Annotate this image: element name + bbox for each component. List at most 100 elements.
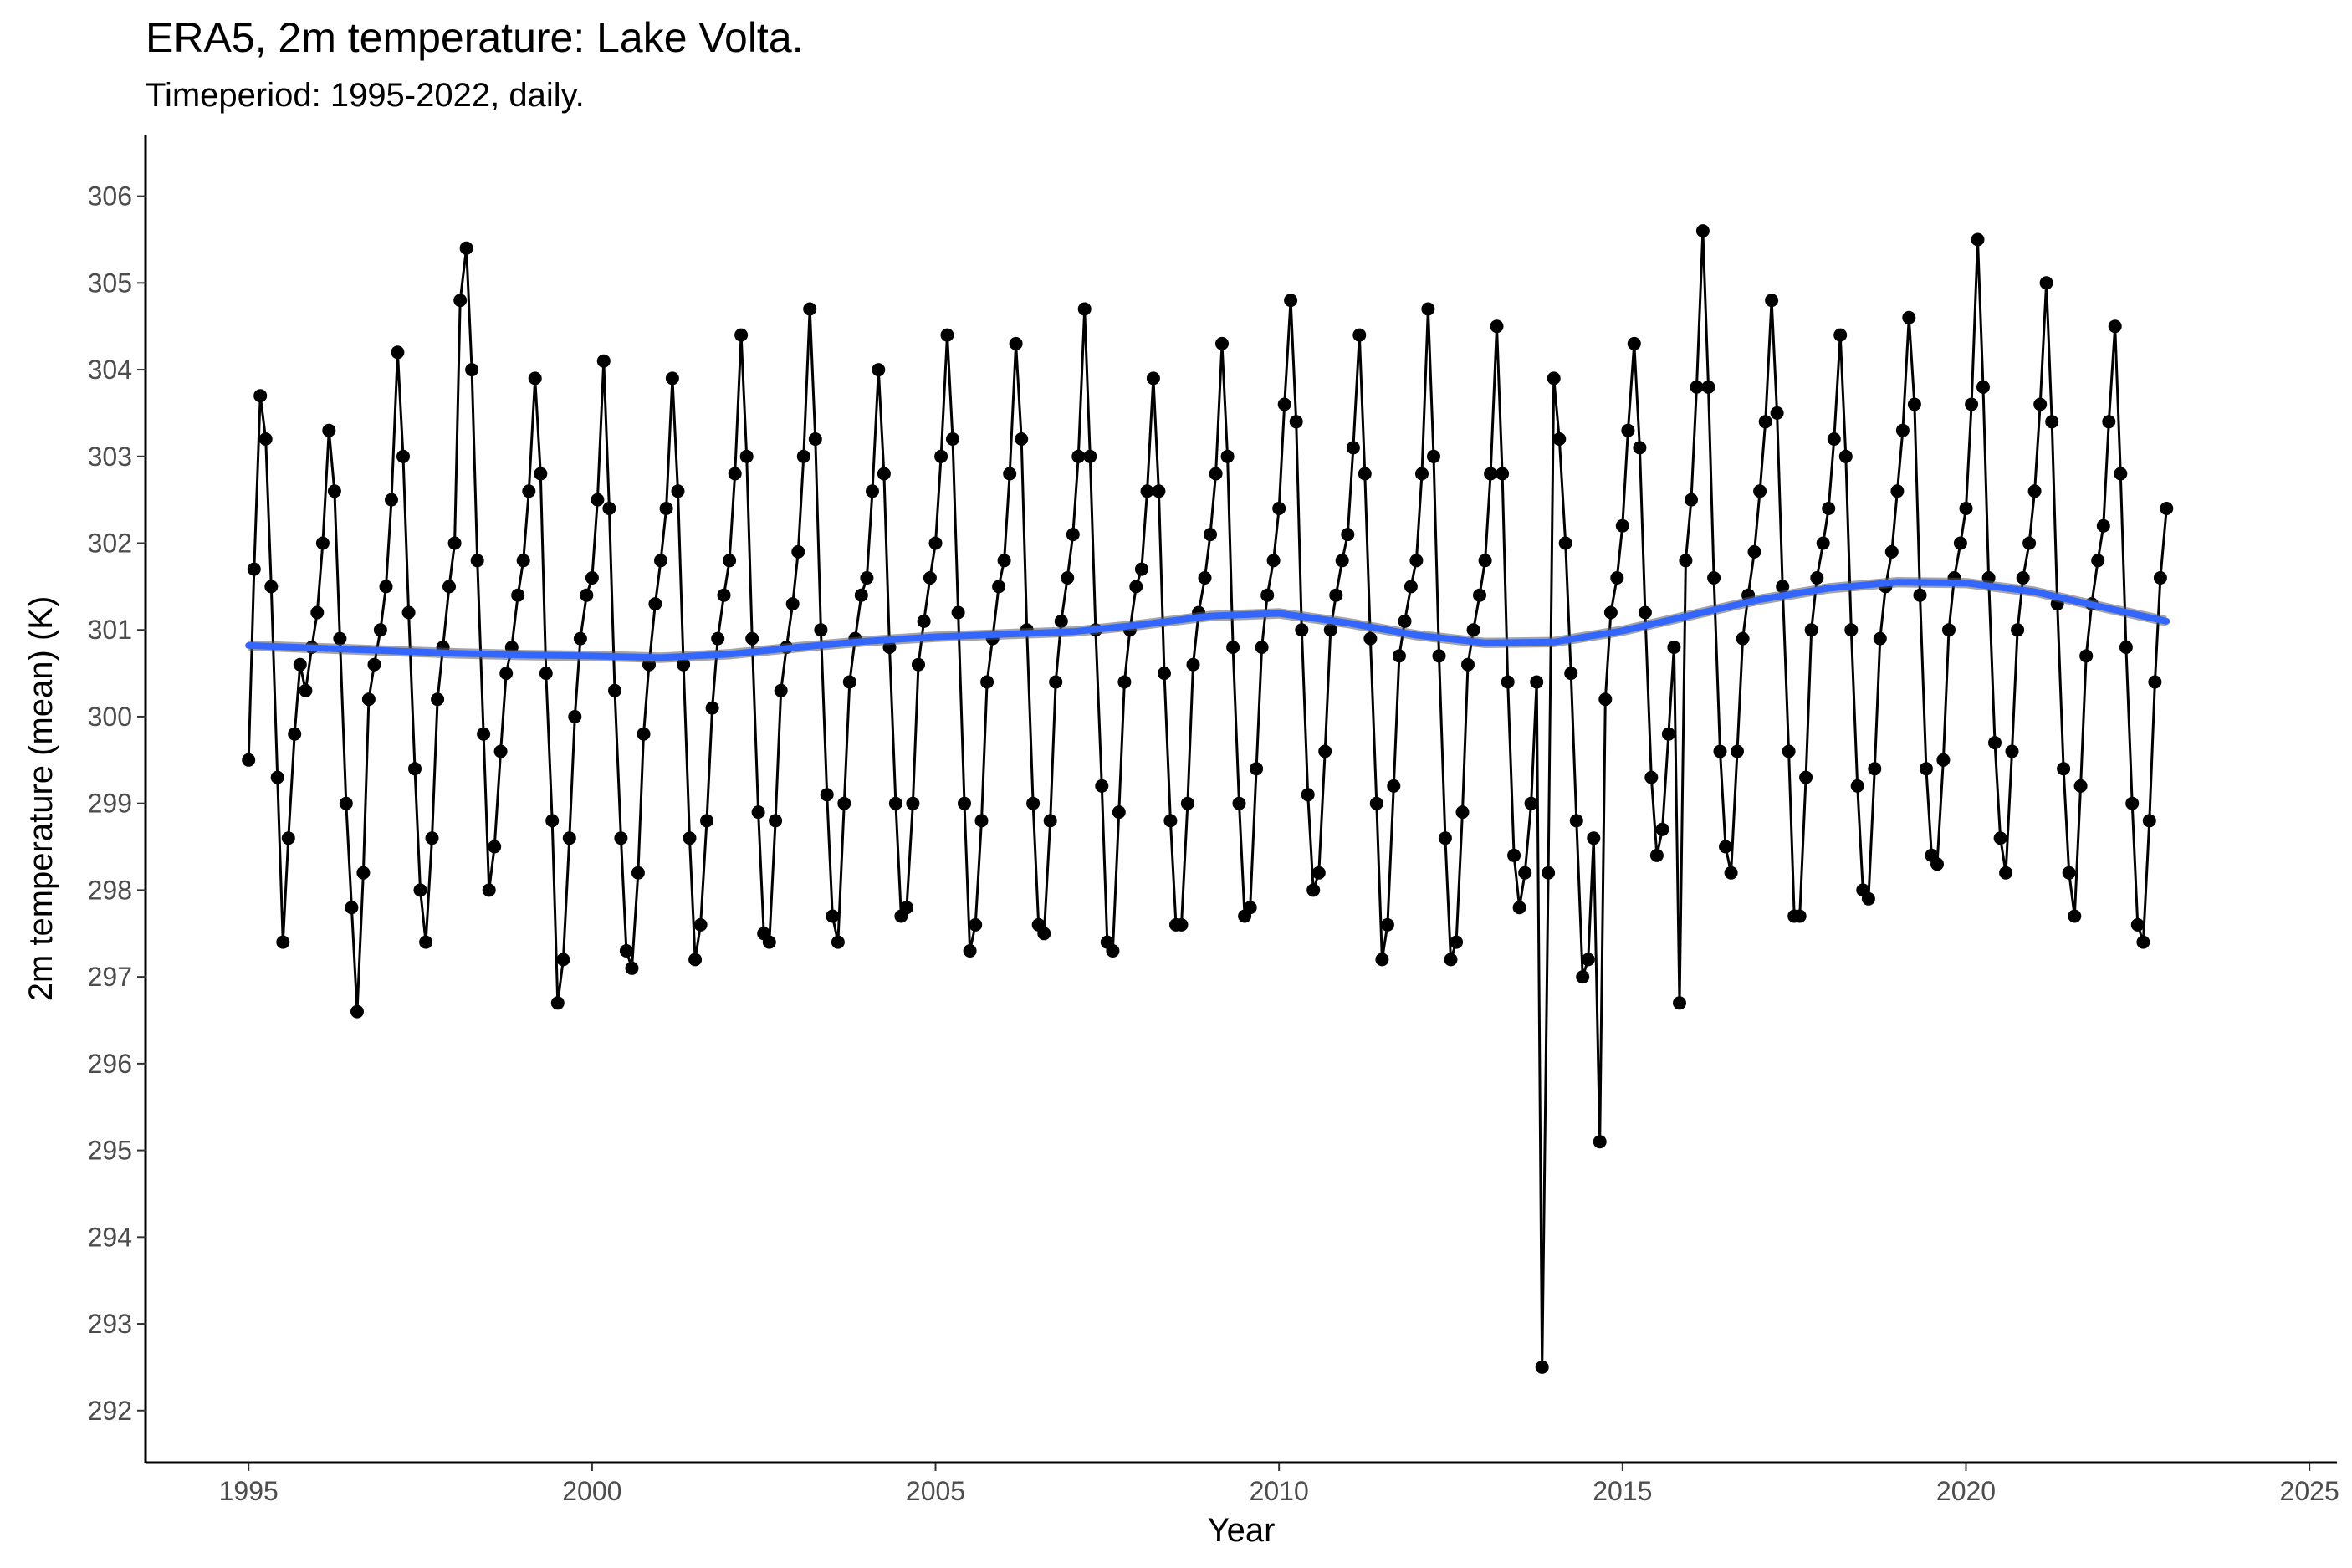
temperature-point [831, 935, 845, 949]
temperature-point [2108, 319, 2122, 334]
temperature-point [1758, 415, 1772, 429]
temperature-point [1329, 588, 1343, 602]
temperature-point [1792, 909, 1807, 923]
temperature-point [951, 605, 965, 620]
temperature-point [2027, 484, 2042, 498]
temperature-point [1936, 753, 1951, 767]
temperature-point [315, 536, 330, 550]
temperature-point [1655, 822, 1669, 836]
temperature-point [379, 580, 393, 594]
temperature-point [534, 467, 548, 481]
temperature-point [1782, 744, 1796, 758]
temperature-point [1369, 796, 1383, 810]
temperature-point [1890, 484, 1905, 498]
temperature-point [596, 354, 611, 368]
temperature-point [1685, 493, 1698, 507]
x-tick-label: 1995 [219, 1476, 279, 1506]
temperature-point [2068, 909, 2082, 923]
temperature-point [1226, 641, 1240, 654]
temperature-point [2125, 796, 2140, 810]
temperature-point [1174, 917, 1189, 932]
y-tick-label: 304 [88, 355, 132, 385]
temperature-point [717, 588, 731, 602]
temperature-point [562, 831, 576, 845]
temperature-point [1363, 631, 1378, 646]
temperature-point [791, 544, 805, 559]
temperature-point [253, 389, 268, 403]
temperature-point [745, 631, 759, 646]
temperature-point [1988, 736, 2002, 750]
x-tick-label: 2020 [1936, 1476, 1996, 1506]
temperature-point [419, 935, 433, 949]
temperature-point [585, 571, 599, 585]
temperature-point [1953, 536, 1967, 550]
temperature-point [1003, 467, 1017, 481]
trend-line [245, 579, 2170, 661]
temperature-point [391, 345, 405, 360]
temperature-point [1341, 528, 1355, 542]
temperature-point [683, 831, 697, 845]
temperature-point [1215, 336, 1229, 350]
temperature-point [1644, 770, 1659, 784]
temperature-point [1633, 441, 1647, 455]
temperature-point [556, 953, 570, 967]
temperature-point [723, 554, 737, 568]
temperature-point [631, 866, 645, 880]
temperature-point [1598, 692, 1613, 707]
temperature-point [288, 727, 302, 741]
temperature-point [1707, 571, 1721, 585]
temperature-point [1186, 657, 1200, 672]
trend-confidence-band [248, 577, 2167, 663]
temperature-point [814, 623, 828, 637]
temperature-point [1621, 423, 1635, 437]
temperature-point [2102, 415, 2116, 429]
temperature-point [1323, 623, 1337, 637]
temperature-point [1335, 554, 1349, 568]
temperature-point [700, 814, 713, 828]
temperature-point [1547, 371, 1561, 386]
temperature-point [322, 423, 336, 437]
temperature-point [413, 883, 427, 897]
temperature-point [974, 814, 989, 828]
temperature-point [1358, 467, 1372, 481]
temperature-point [327, 484, 341, 498]
temperature-point [1140, 484, 1154, 498]
y-tick-label: 292 [88, 1396, 132, 1426]
temperature-point [1649, 848, 1664, 862]
temperature-point [1667, 641, 1681, 654]
temperature-point [373, 623, 387, 637]
temperature-point [1959, 502, 1973, 515]
temperature-point [385, 493, 398, 507]
temperature-point [1765, 294, 1779, 308]
temperature-point [705, 701, 719, 715]
temperature-point [1466, 623, 1480, 637]
plot-area [242, 224, 2174, 1374]
temperature-point [1158, 667, 1171, 681]
temperature-point [1535, 1360, 1549, 1374]
temperature-point [1387, 779, 1401, 793]
temperature-point [872, 363, 886, 377]
y-tick-label: 300 [88, 702, 132, 732]
temperature-point [1965, 397, 1979, 411]
temperature-point [1661, 727, 1675, 741]
temperature-point [1490, 319, 1504, 334]
temperature-point [465, 363, 479, 377]
temperature-point [774, 683, 788, 697]
temperature-point [958, 796, 971, 810]
temperature-point [1473, 588, 1486, 602]
temperature-point [1930, 857, 1944, 871]
temperature-point [1804, 623, 1818, 637]
temperature-point [980, 675, 994, 689]
temperature-point [928, 536, 943, 550]
temperature-point [1152, 484, 1166, 498]
temperature-point [1615, 518, 1629, 533]
temperature-point [1902, 310, 1916, 324]
temperature-point [940, 328, 954, 342]
temperature-point [1576, 970, 1590, 984]
temperature-point [1736, 631, 1750, 646]
temperature-point [1409, 554, 1424, 568]
temperature-point [1564, 667, 1578, 681]
temperature-point [591, 493, 605, 507]
temperature-point [1455, 805, 1470, 820]
